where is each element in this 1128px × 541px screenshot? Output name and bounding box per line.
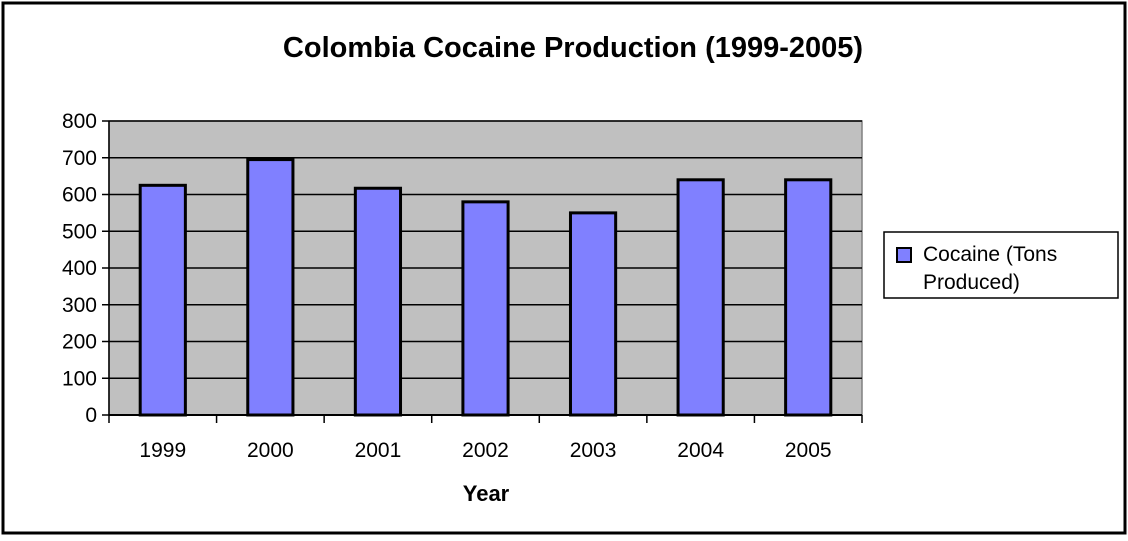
axes [102, 120, 863, 423]
y-axis-tick-label: 200 [62, 331, 97, 354]
chart-title: Colombia Cocaine Production (1999-2005) [283, 32, 863, 64]
legend: Cocaine (Tons Produced) [883, 231, 1119, 299]
bars [138, 158, 833, 417]
y-axis-tick-labels: 0 100 200 300 400 500 600 700 800 [62, 110, 97, 427]
x-axis-label: Year [463, 481, 510, 506]
y-axis-tick-label: 100 [62, 367, 97, 390]
x-axis-tick-label: 2004 [677, 439, 724, 462]
bar-2003 [568, 211, 618, 417]
x-axis-tick-label: 2003 [570, 439, 617, 462]
x-axis-tick-label: 2000 [247, 439, 294, 462]
y-axis-tick-label: 700 [62, 147, 97, 170]
y-axis-tick-label: 0 [85, 404, 97, 427]
y-axis-tick-label: 300 [62, 294, 97, 317]
x-axis-tick-labels: 1999 2000 2001 2002 2003 2004 2005 [139, 439, 831, 462]
y-axis-tick-label: 800 [62, 110, 97, 133]
x-axis-tick-label: 2001 [355, 439, 402, 462]
bar-1999 [138, 183, 187, 417]
x-axis-tick-label: 1999 [139, 439, 186, 462]
bar-2004 [676, 178, 725, 417]
x-axis-tick-label: 2002 [462, 439, 509, 462]
bar-2001 [353, 186, 403, 417]
bar-2000 [246, 158, 295, 417]
y-axis-tick-label: 600 [62, 184, 97, 207]
legend-label-line-1: Cocaine (Tons [923, 243, 1057, 266]
legend-label-line-2: Produced) [923, 271, 1020, 294]
x-axis-tick-label: 2005 [785, 439, 832, 462]
y-axis-tick-label: 500 [62, 220, 97, 243]
bar-2002 [461, 200, 510, 417]
y-axis-tick-label: 400 [62, 257, 97, 280]
legend-swatch [896, 247, 912, 263]
legend-box [883, 231, 1119, 299]
bar-2005 [784, 178, 833, 417]
